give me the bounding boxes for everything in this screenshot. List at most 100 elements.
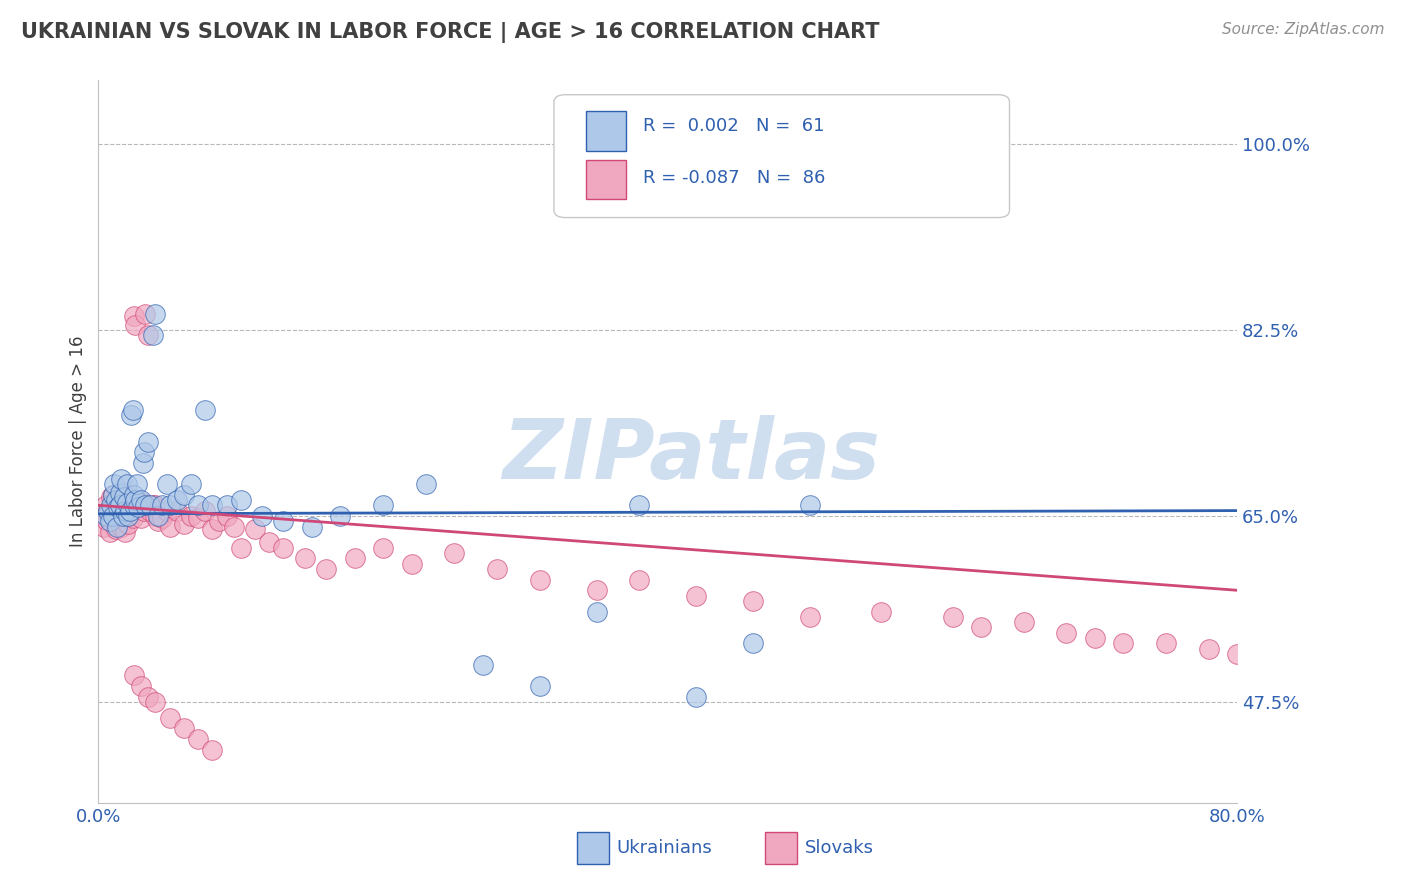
- Point: [215, 508, 238, 523]
- Point: [159, 519, 181, 533]
- Point: [148, 514, 170, 528]
- Bar: [586, 111, 626, 151]
- Point: [94, 498, 117, 512]
- Point: [685, 690, 707, 704]
- Point: [124, 318, 146, 332]
- Point: [799, 498, 821, 512]
- Y-axis label: In Labor Force | Age > 16: In Labor Force | Age > 16: [69, 335, 87, 548]
- Bar: [576, 831, 609, 864]
- Point: [138, 498, 160, 512]
- Point: [1056, 625, 1078, 640]
- Point: [136, 328, 159, 343]
- Point: [122, 668, 145, 682]
- Point: [201, 498, 224, 512]
- Point: [148, 508, 170, 523]
- Point: [315, 562, 337, 576]
- Point: [122, 309, 145, 323]
- Point: [742, 594, 765, 608]
- Point: [628, 158, 651, 172]
- Point: [115, 508, 138, 523]
- Point: [121, 402, 143, 417]
- Point: [166, 493, 188, 508]
- Point: [585, 583, 607, 598]
- Point: [120, 503, 142, 517]
- Text: UKRAINIAN VS SLOVAK IN LABOR FORCE | AGE > 16 CORRELATION CHART: UKRAINIAN VS SLOVAK IN LABOR FORCE | AGE…: [21, 22, 880, 44]
- Point: [108, 503, 131, 517]
- Point: [1084, 631, 1107, 645]
- Point: [141, 328, 163, 343]
- Point: [129, 679, 152, 693]
- Point: [98, 514, 121, 528]
- Point: [121, 511, 143, 525]
- FancyBboxPatch shape: [554, 95, 1010, 218]
- Point: [117, 508, 139, 523]
- Point: [112, 485, 135, 500]
- Point: [870, 605, 893, 619]
- Point: [173, 517, 195, 532]
- Point: [97, 503, 120, 517]
- Text: R =  0.002   N =  61: R = 0.002 N = 61: [643, 118, 824, 136]
- Point: [180, 477, 202, 491]
- Point: [98, 524, 121, 539]
- Point: [415, 477, 437, 491]
- Point: [107, 500, 129, 515]
- Point: [1154, 636, 1177, 650]
- Point: [122, 498, 145, 512]
- Point: [215, 498, 238, 512]
- Point: [152, 511, 174, 525]
- Point: [132, 503, 155, 517]
- Point: [118, 503, 141, 517]
- Point: [141, 498, 163, 512]
- Point: [208, 514, 231, 528]
- Point: [585, 605, 607, 619]
- Text: Source: ZipAtlas.com: Source: ZipAtlas.com: [1222, 22, 1385, 37]
- Point: [152, 498, 174, 512]
- Point: [259, 535, 281, 549]
- Point: [443, 546, 465, 560]
- Point: [529, 573, 551, 587]
- Point: [628, 498, 651, 512]
- Point: [111, 508, 134, 523]
- Point: [112, 490, 135, 504]
- Text: Slovaks: Slovaks: [804, 839, 873, 857]
- Point: [110, 519, 132, 533]
- Point: [628, 573, 651, 587]
- Point: [136, 434, 159, 449]
- Point: [166, 503, 188, 517]
- Point: [250, 508, 273, 523]
- Point: [115, 496, 138, 510]
- Point: [373, 498, 395, 512]
- Point: [134, 307, 156, 321]
- Point: [343, 551, 366, 566]
- Point: [111, 500, 134, 515]
- Point: [229, 541, 252, 555]
- Point: [122, 488, 145, 502]
- Point: [173, 722, 195, 736]
- Point: [100, 498, 122, 512]
- Point: [125, 477, 148, 491]
- Point: [1226, 647, 1249, 661]
- Point: [118, 498, 141, 512]
- Text: ZIPatlas: ZIPatlas: [502, 416, 880, 497]
- Point: [229, 493, 252, 508]
- Bar: [586, 160, 626, 200]
- Point: [187, 511, 209, 525]
- Point: [105, 519, 128, 533]
- Point: [101, 508, 124, 523]
- Point: [486, 562, 509, 576]
- Point: [138, 503, 160, 517]
- Point: [101, 488, 124, 502]
- Point: [134, 498, 156, 512]
- Point: [93, 519, 115, 533]
- Point: [194, 503, 217, 517]
- Point: [187, 732, 209, 747]
- Point: [129, 493, 152, 508]
- Point: [970, 620, 993, 634]
- Point: [132, 445, 155, 459]
- Point: [156, 503, 179, 517]
- Point: [145, 307, 167, 321]
- Point: [129, 511, 152, 525]
- Point: [110, 472, 132, 486]
- Text: R = -0.087   N =  86: R = -0.087 N = 86: [643, 169, 825, 186]
- Point: [159, 711, 181, 725]
